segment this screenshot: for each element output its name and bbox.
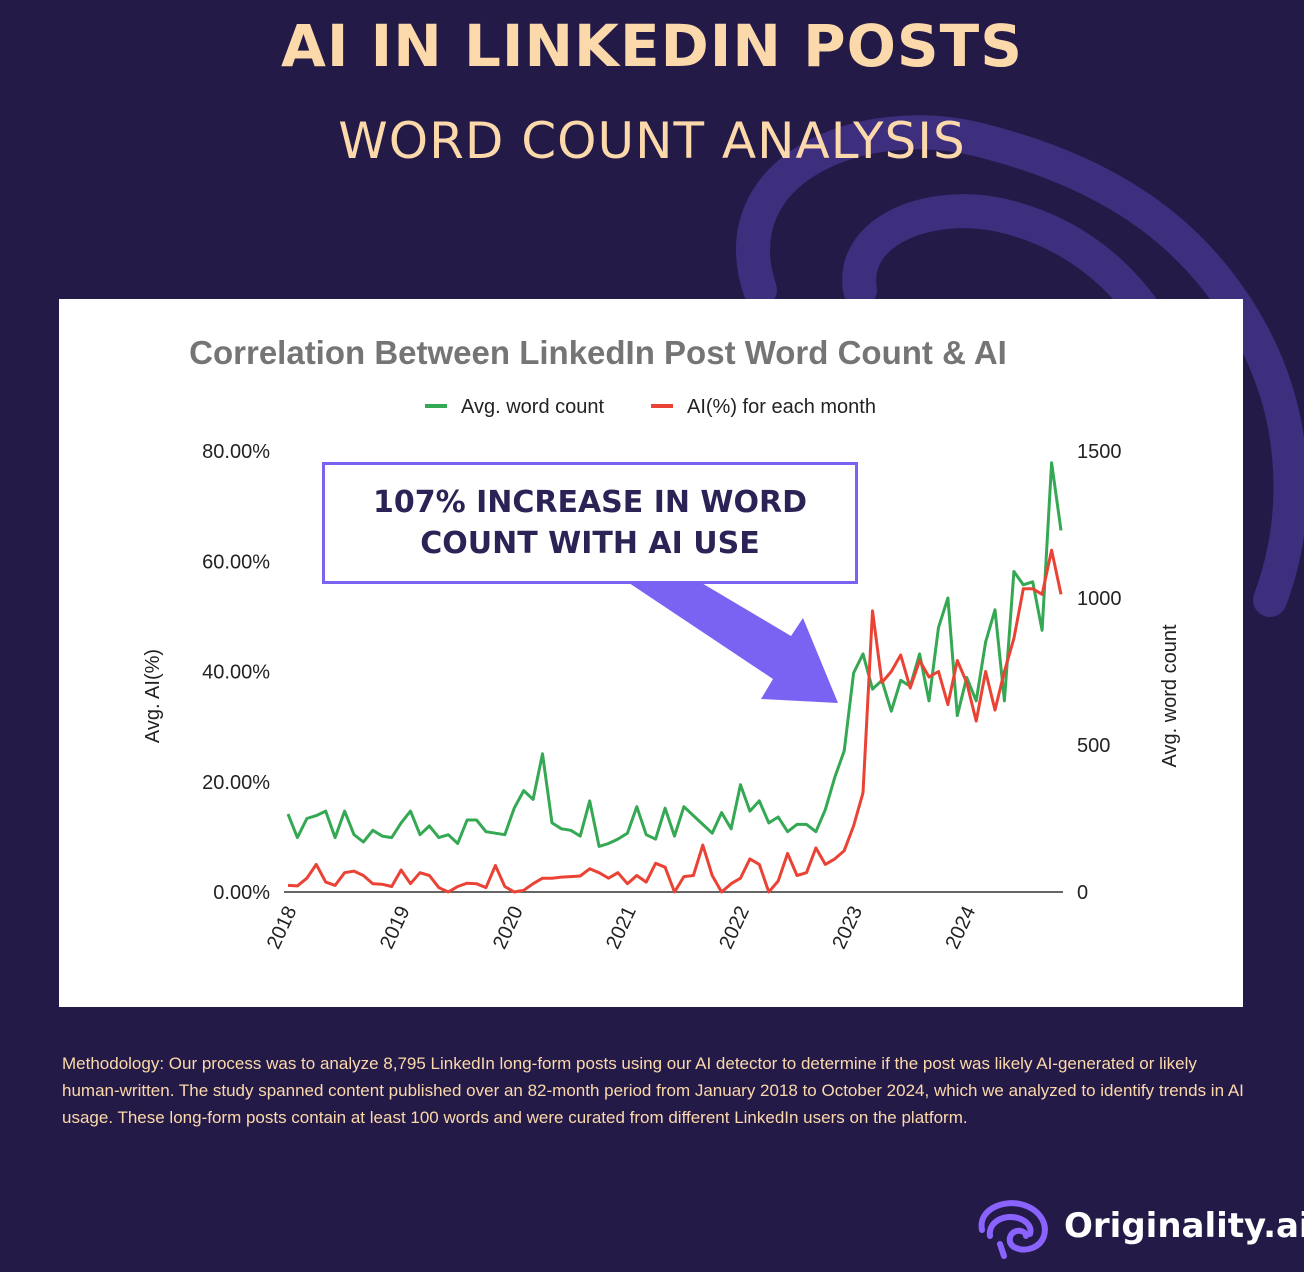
right-axis-label: Avg. word count (1159, 624, 1181, 767)
legend-label-word-count: Avg. word count (461, 396, 604, 418)
right-tick-label: 1000 (1077, 588, 1122, 610)
right-axis-ticks: 0 500 1000 1500 (1077, 441, 1122, 904)
methodology-text: Methodology: Our process was to analyze … (62, 1054, 1244, 1127)
left-tick-label: 60.00% (202, 551, 270, 573)
x-tick-label: 2022 (715, 903, 754, 953)
brand-name: Originality.ai (1064, 1206, 1304, 1246)
left-tick-label: 20.00% (202, 772, 270, 794)
left-tick-label: 0.00% (213, 882, 270, 904)
x-tick-label: 2024 (942, 903, 981, 953)
left-tick-label: 40.00% (202, 662, 270, 684)
line-chart: Correlation Between LinkedIn Post Word C… (142, 334, 1181, 953)
series-line-ai (287, 548, 1063, 894)
left-tick-label: 80.00% (202, 441, 270, 463)
chart-card: Correlation Between LinkedIn Post Word C… (59, 299, 1243, 1007)
brain-swirl-icon (978, 1200, 1048, 1259)
x-axis-ticks: 2018 2019 2020 2021 2022 2023 2024 (263, 903, 980, 953)
left-axis-label: Avg. AI(%) (142, 649, 164, 743)
x-tick-label: 2018 (263, 903, 302, 953)
x-tick-label: 2023 (828, 903, 867, 953)
legend: Avg. word count AI(%) for each month (425, 396, 876, 418)
x-tick-label: 2020 (489, 903, 528, 953)
callout-box: 107% INCREASE IN WORD COUNT WITH AI USE (322, 462, 858, 584)
brand-logo: Originality.ai (972, 1196, 1304, 1260)
chart-title: Correlation Between LinkedIn Post Word C… (189, 334, 1007, 371)
page-subtitle: WORD COUNT ANALYSIS (338, 112, 966, 170)
x-tick-label: 2021 (602, 903, 641, 953)
x-tick-label: 2019 (376, 903, 415, 953)
page-title: AI IN LINKEDIN POSTS (281, 12, 1023, 80)
left-axis-ticks: 0.00% 20.00% 40.00% 60.00% 80.00% (202, 441, 270, 904)
callout-arrow-icon (629, 550, 838, 703)
right-tick-label: 500 (1077, 735, 1110, 757)
right-tick-label: 1500 (1077, 441, 1122, 463)
right-tick-label: 0 (1077, 882, 1088, 904)
legend-label-ai: AI(%) for each month (687, 396, 876, 418)
